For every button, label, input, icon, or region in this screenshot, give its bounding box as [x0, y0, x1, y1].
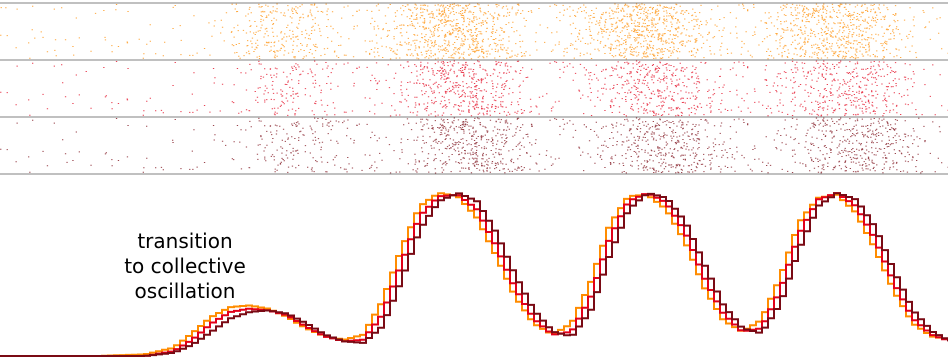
raster-panels	[0, 2, 948, 175]
rate-series-2	[0, 192, 948, 357]
annotation-line-1: transition	[137, 229, 233, 253]
raster-panel-3	[0, 117, 948, 175]
annotation-transition: transition to collective oscillation	[100, 229, 270, 304]
rate-series-3	[0, 192, 948, 357]
annotation-line-2: to collective	[124, 254, 246, 278]
raster-panel-1	[0, 3, 948, 61]
raster-panel-2	[0, 60, 948, 118]
rate-series-1	[0, 192, 948, 357]
raster-spikes-3	[0, 117, 948, 174]
rate-histogram	[0, 192, 948, 357]
annotation-line-3: oscillation	[134, 279, 236, 303]
raster-spikes-2	[0, 60, 948, 117]
raster-spikes-1	[0, 3, 948, 60]
